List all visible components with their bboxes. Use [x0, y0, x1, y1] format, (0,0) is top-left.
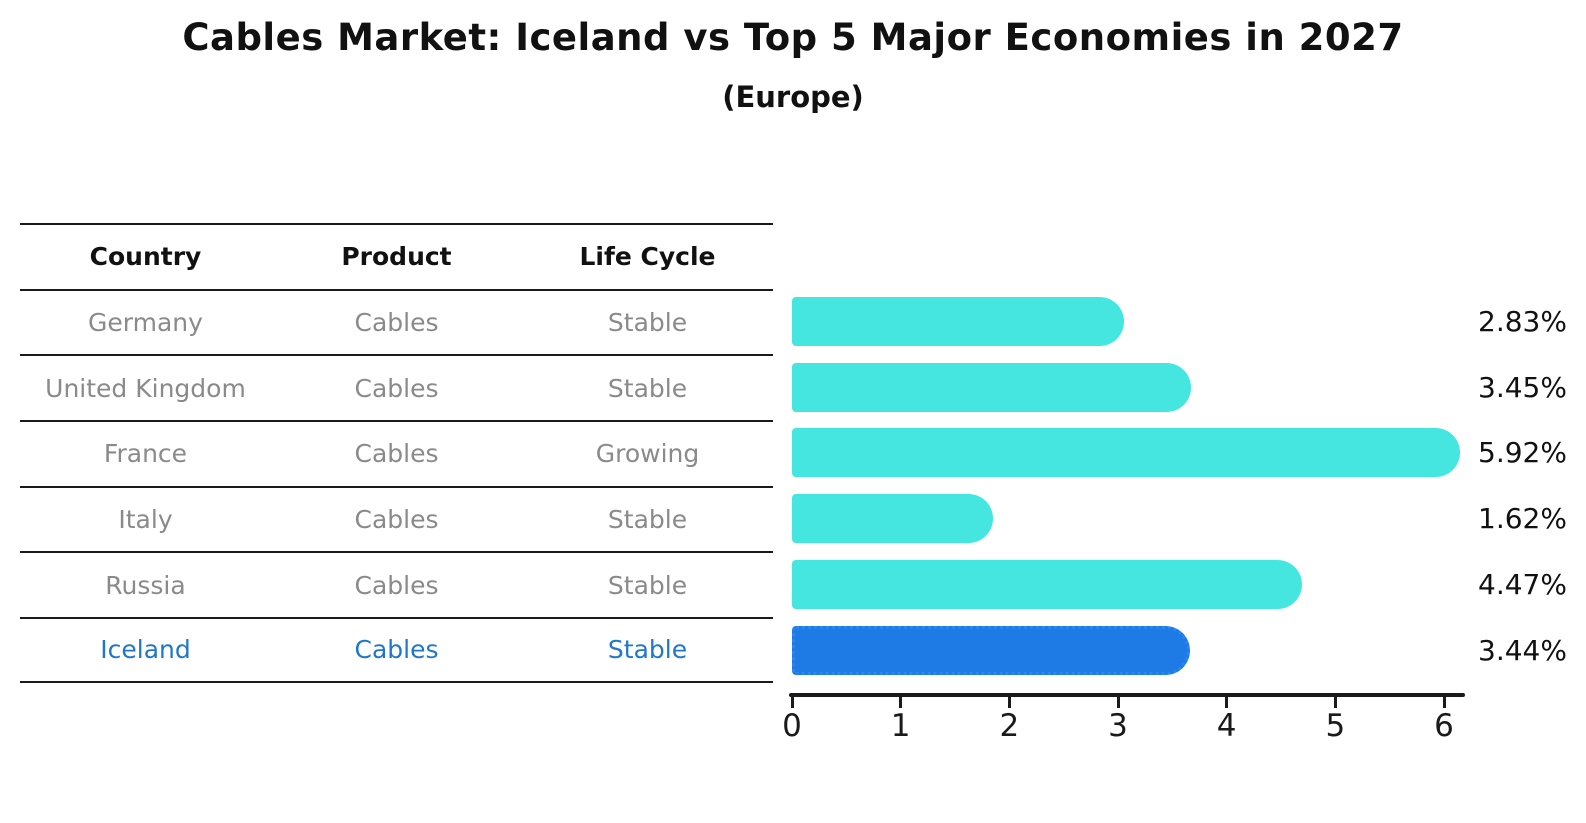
bar-united-kingdom	[792, 362, 1192, 412]
table-row-united-kingdom: United Kingdom Cables Stable	[20, 354, 773, 420]
x-axis-tick	[790, 696, 794, 708]
bar-france	[792, 428, 1460, 478]
table-row-iceland: Iceland Cables Stable	[20, 617, 773, 683]
bar-value-label-germany: 2.83%	[1478, 305, 1567, 338]
table-row-italy: Italy Cables Stable	[20, 485, 773, 552]
bar-italy	[792, 494, 993, 544]
x-axis-tick-label: 1	[890, 708, 911, 744]
table-cell-product: Cables	[354, 373, 439, 403]
bar-russia	[792, 559, 1303, 609]
table-cell-life_cycle: Stable	[607, 570, 688, 600]
table-cell-country: Iceland	[100, 635, 191, 665]
table-cell-life_cycle: Stable	[607, 635, 688, 665]
bar-value-label-russia: 4.47%	[1478, 567, 1567, 601]
bar-value-label-italy: 1.62%	[1478, 502, 1567, 536]
x-axis-tick	[1007, 696, 1011, 708]
country-table: Country Product Life Cycle Germany Cables Sta…	[20, 223, 773, 683]
table-header-cell-life-cycle: Life Cycle	[579, 242, 716, 272]
table-row-france: France Cables Growing	[20, 420, 773, 486]
x-axis-tick-label: 4	[1216, 708, 1237, 744]
x-axis-tick-label: 5	[1325, 708, 1346, 744]
x-axis-tick	[1225, 696, 1229, 708]
table-cell-country: Germany	[88, 308, 203, 338]
table-cell-life_cycle: Stable	[607, 308, 688, 338]
chart-subtitle: (Europe)	[722, 80, 864, 114]
table-header-cell-country: Country	[89, 242, 202, 272]
table-cell-life_cycle: Growing	[595, 439, 700, 469]
table-cell-product: Cables	[354, 570, 439, 600]
x-axis-tick	[1116, 696, 1120, 708]
x-axis-tick	[899, 696, 903, 708]
table-cell-country: France	[103, 439, 188, 469]
table-row-russia: Russia Cables Stable	[20, 551, 773, 617]
x-axis-tick	[1333, 696, 1337, 708]
table-cell-product: Cables	[354, 439, 439, 469]
table-cell-country: United Kingdom	[45, 373, 246, 403]
bar-iceland	[792, 625, 1191, 675]
x-axis-line	[789, 693, 1465, 697]
bar-value-label-france: 5.92%	[1478, 436, 1567, 470]
chart-title: Cables Market: Iceland vs Top 5 Major Ec…	[182, 16, 1404, 59]
table-cell-country: Italy	[118, 505, 173, 535]
table-cell-product: Cables	[354, 505, 439, 535]
x-axis-tick-label: 6	[1434, 708, 1454, 744]
bar-value-label-united-kingdom: 3.45%	[1478, 370, 1567, 404]
table-cell-country: Russia	[105, 570, 186, 600]
table-cell-product: Cables	[354, 635, 439, 665]
table-cell-life_cycle: Stable	[607, 373, 688, 403]
bar-value-label-iceland: 3.44%	[1478, 633, 1567, 667]
table-cell-life_cycle: Stable	[607, 505, 688, 535]
x-axis-tick-label: 2	[999, 708, 1020, 744]
table-cell-product: Cables	[354, 308, 439, 338]
bar-germany	[792, 297, 1125, 346]
x-axis-tick-label: 0	[782, 708, 802, 744]
table-row-germany: Germany Cables Stable	[20, 288, 773, 355]
x-axis-tick	[1442, 696, 1446, 708]
x-axis-tick-label: 3	[1108, 708, 1128, 744]
table-header-cell-product: Product	[341, 242, 452, 272]
table-header-row: Country Product Life Cycle	[20, 223, 773, 289]
